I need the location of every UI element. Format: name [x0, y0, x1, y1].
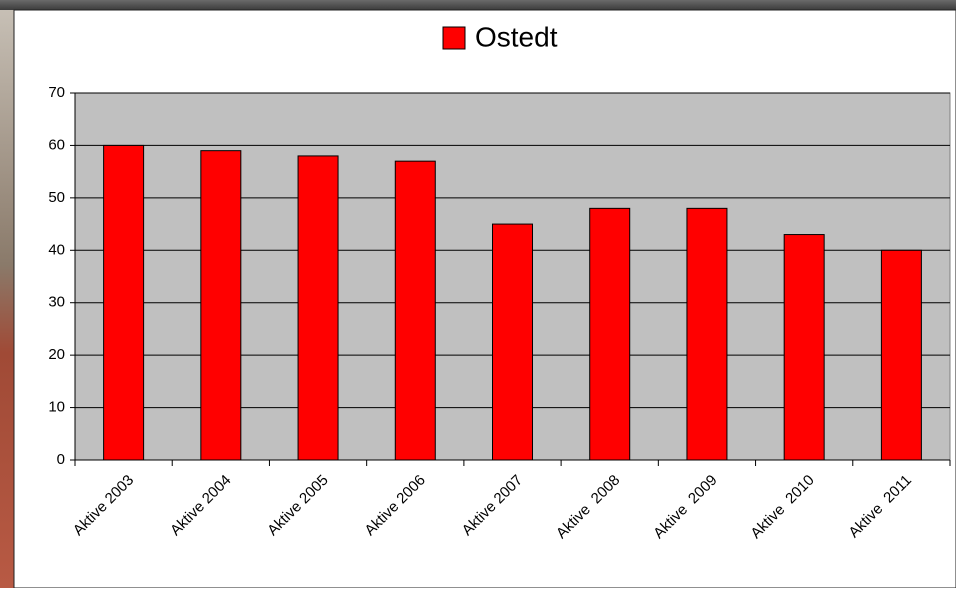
bar: [200, 150, 242, 461]
y-tick-label: 60: [48, 136, 65, 153]
legend-swatch: [442, 26, 466, 50]
y-tick-label: 70: [48, 84, 65, 101]
top-bar: [0, 0, 956, 10]
bar: [783, 234, 825, 461]
bar: [589, 207, 631, 461]
bar: [686, 207, 728, 461]
y-tick-label: 50: [48, 189, 65, 206]
bar: [103, 144, 145, 461]
bar: [394, 160, 436, 461]
y-tick-label: 30: [48, 294, 65, 311]
y-tick-label: 0: [57, 451, 65, 468]
bar: [297, 155, 339, 461]
legend-label: Ostedt: [475, 21, 558, 52]
bar: [492, 223, 533, 461]
y-tick-label: 20: [48, 346, 65, 363]
background-photo: [0, 0, 14, 588]
y-tick-label: 10: [48, 399, 65, 416]
bar: [880, 249, 922, 461]
y-tick-label: 40: [48, 241, 65, 258]
